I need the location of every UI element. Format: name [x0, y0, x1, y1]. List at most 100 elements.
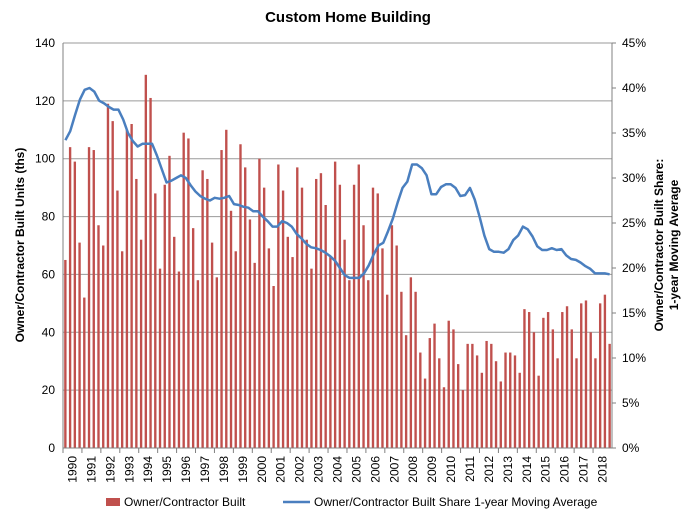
- bar: [447, 320, 450, 448]
- bar: [244, 167, 247, 448]
- bar: [527, 312, 531, 448]
- x-tick-label: 1999: [236, 456, 250, 483]
- bar: [575, 358, 578, 448]
- bar: [565, 306, 569, 448]
- y-tick-label-right: 10%: [622, 351, 646, 365]
- bar: [390, 225, 394, 448]
- bar: [594, 358, 597, 448]
- bar: [466, 343, 469, 448]
- bar: [461, 390, 465, 448]
- bar: [546, 312, 550, 448]
- bar: [509, 352, 512, 448]
- bar: [414, 291, 417, 448]
- bar: [154, 193, 157, 448]
- x-tick-label: 2017: [577, 456, 591, 483]
- bar: [144, 74, 148, 448]
- x-tick-label: 1992: [103, 456, 117, 483]
- bar: [352, 184, 356, 448]
- bar: [177, 271, 181, 448]
- legend: Owner/Contractor Built Owner/Contractor …: [106, 495, 598, 509]
- x-tick-label: 2015: [539, 456, 553, 483]
- bar: [490, 343, 493, 448]
- bar: [371, 187, 375, 448]
- bar: [281, 190, 285, 449]
- bar: [338, 184, 342, 448]
- x-tick-label: 2003: [312, 456, 326, 483]
- bar: [409, 277, 413, 448]
- bar: [319, 173, 323, 448]
- moving-average-line: [64, 86, 610, 280]
- bar: [253, 262, 256, 448]
- bar: [111, 121, 114, 449]
- y-axis-right-title-line2: 1-year Moving Average: [667, 179, 681, 310]
- bar: [457, 364, 460, 448]
- x-tick-label: 1991: [84, 456, 98, 483]
- bar: [376, 193, 379, 448]
- bar: [286, 236, 289, 448]
- bar: [196, 280, 200, 448]
- y-tick-label-left: 0: [48, 441, 55, 455]
- bar: [173, 236, 176, 448]
- bar: [598, 303, 602, 448]
- bar: [125, 129, 129, 449]
- bar: [215, 277, 218, 448]
- bar: [329, 257, 332, 448]
- y-tick-label-left: 100: [35, 152, 55, 166]
- y-axis-right-title-line1: Owner/Contractor Built Share:: [652, 159, 666, 332]
- bar: [324, 205, 327, 448]
- x-tick-label: 2007: [387, 456, 401, 483]
- bar: [523, 309, 526, 448]
- bar-series: [64, 74, 611, 449]
- x-tick-label: 2010: [444, 456, 458, 483]
- bar: [201, 170, 204, 449]
- bar: [362, 225, 365, 448]
- bar: [343, 239, 346, 448]
- bar: [234, 251, 237, 448]
- bar: [258, 158, 261, 448]
- bar: [608, 343, 611, 448]
- bar: [480, 372, 484, 448]
- bar: [272, 286, 275, 448]
- x-tick-label: 2008: [406, 456, 420, 483]
- bar: [73, 161, 77, 449]
- bar: [494, 361, 498, 448]
- bar: [386, 294, 389, 448]
- bar: [64, 259, 67, 448]
- legend-bar-label: Owner/Contractor Built: [124, 495, 246, 509]
- bar: [120, 251, 124, 448]
- bar: [277, 164, 280, 448]
- bar: [561, 312, 564, 448]
- bar: [135, 178, 138, 448]
- y-axis-left-title: Owner/Contractor Built Units (ths): [13, 148, 27, 343]
- bar: [92, 150, 95, 449]
- bar: [296, 167, 299, 448]
- bar: [333, 161, 337, 449]
- x-tick-label: 2004: [331, 456, 345, 483]
- bar: [239, 144, 242, 448]
- x-tick-label: 1993: [122, 456, 136, 483]
- bar: [348, 280, 351, 448]
- bar: [513, 355, 517, 448]
- bar: [116, 190, 119, 449]
- line-series: [64, 86, 610, 280]
- x-tick-label: 2000: [255, 456, 269, 483]
- bar: [404, 335, 408, 448]
- bar: [357, 164, 360, 448]
- bar: [395, 245, 398, 448]
- y-tick-label-left: 20: [42, 383, 56, 397]
- x-tick-label: 2016: [558, 456, 572, 483]
- y-tick-label-right: 5%: [622, 396, 640, 410]
- bar: [442, 387, 446, 448]
- y-tick-label-left: 120: [35, 94, 55, 108]
- y-tick-label-right: 30%: [622, 171, 646, 185]
- x-tick-label: 2005: [349, 456, 363, 483]
- bar: [187, 138, 190, 448]
- x-tick-label: 1996: [179, 456, 193, 483]
- bar: [570, 329, 573, 448]
- bar: [97, 225, 100, 448]
- bar: [310, 268, 313, 448]
- bar: [78, 242, 81, 448]
- x-tick-label: 2001: [274, 456, 288, 483]
- bar: [163, 184, 166, 448]
